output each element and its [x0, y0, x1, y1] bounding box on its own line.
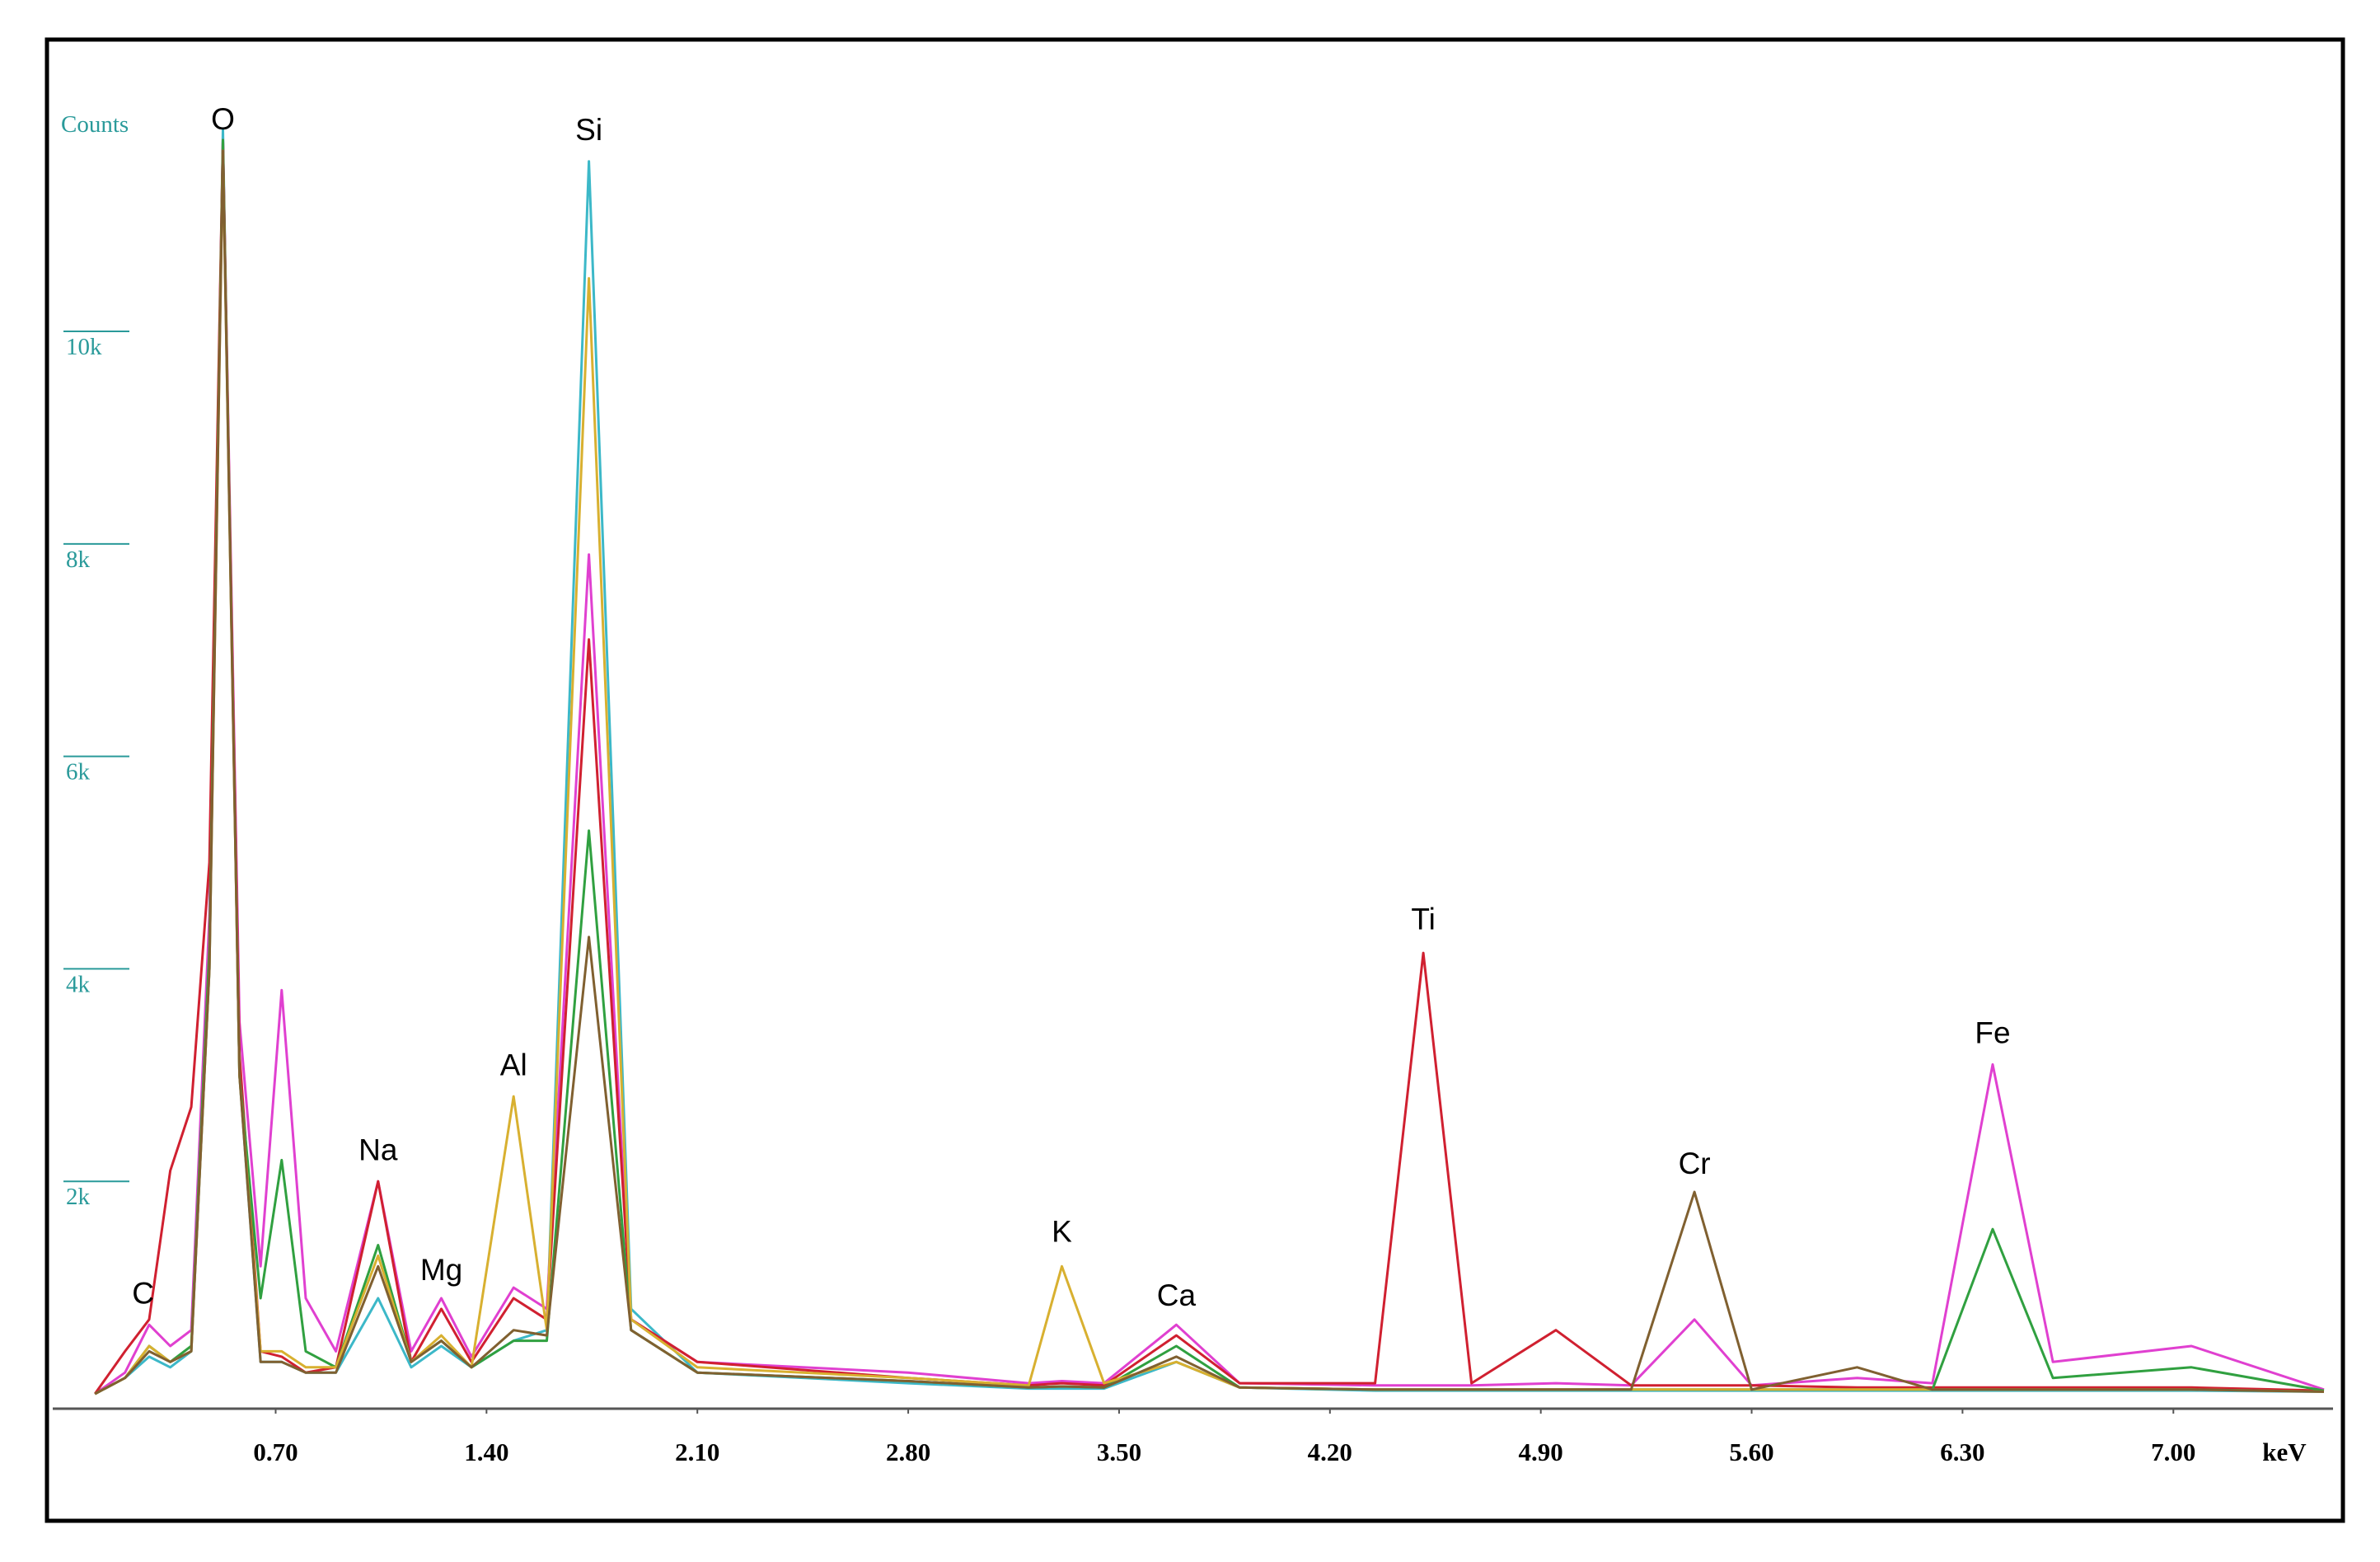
x-tick-label: 4.20 — [1308, 1438, 1352, 1466]
x-tick-label: 4.90 — [1519, 1438, 1563, 1466]
x-tick-label: 0.70 — [253, 1438, 298, 1466]
x-axis-label: keV — [2262, 1438, 2307, 1466]
spectrum-line — [94, 149, 2325, 1395]
peak-label: Na — [358, 1133, 398, 1166]
y-tick-label: 2k — [66, 1184, 91, 1210]
peak-label: Si — [575, 113, 602, 147]
x-tick-label: 1.40 — [464, 1438, 508, 1466]
peak-label: Ti — [1411, 903, 1435, 936]
peak-label: O — [211, 102, 235, 136]
frame — [45, 37, 2345, 1523]
y-axis-label: Counts — [61, 111, 129, 138]
x-tick-label: 2.80 — [886, 1438, 930, 1466]
peak-label: Mg — [420, 1253, 462, 1287]
peak-label: Fe — [1975, 1016, 2010, 1050]
x-tick-label: 3.50 — [1097, 1438, 1141, 1466]
x-tick-label: 7.00 — [2151, 1438, 2195, 1466]
peak-label: K — [1052, 1215, 1072, 1249]
y-tick-label: 4k — [66, 971, 91, 997]
peak-label: Cr — [1679, 1147, 1711, 1180]
peak-label: Ca — [1157, 1278, 1197, 1312]
x-tick-label: 5.60 — [1729, 1438, 1773, 1466]
peak-label: C — [132, 1276, 154, 1310]
peak-label: Al — [500, 1048, 527, 1081]
x-tick-label: 6.30 — [1940, 1438, 1984, 1466]
x-tick-label: 2.10 — [675, 1438, 719, 1466]
y-tick-label: 8k — [66, 546, 91, 573]
y-tick-label: 6k — [66, 759, 91, 786]
y-tick-label: 10k — [66, 334, 102, 360]
